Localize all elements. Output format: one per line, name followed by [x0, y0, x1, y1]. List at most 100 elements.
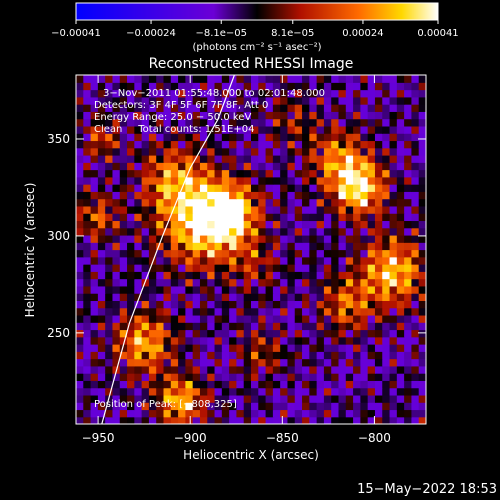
heatmap-cell	[411, 75, 420, 83]
heatmap-cell	[214, 125, 223, 134]
heatmap-cell	[316, 278, 325, 287]
heatmap-cell	[97, 213, 106, 222]
heatmap-cell	[76, 373, 84, 381]
y-tick-label: 250	[47, 326, 70, 340]
heatmap-cell	[265, 75, 274, 83]
heatmap-cell	[382, 118, 391, 127]
heatmap-cell	[156, 394, 165, 403]
heatmap-cell	[302, 314, 310, 323]
colorbar-gradient	[75, 2, 439, 21]
heatmap-cell	[251, 300, 259, 309]
heatmap-cell	[345, 344, 354, 352]
heatmap-cell	[112, 162, 121, 171]
heatmap-cell	[83, 220, 92, 229]
heatmap-cell	[353, 227, 361, 236]
heatmap-cell	[331, 365, 340, 374]
heatmap-cell	[90, 140, 99, 149]
heatmap-cell	[192, 82, 201, 91]
heatmap-cell	[265, 154, 274, 163]
heatmap-cell	[97, 162, 106, 171]
heatmap-cell	[389, 387, 398, 396]
heatmap-cell	[302, 365, 310, 374]
heatmap-cell	[243, 162, 252, 171]
heatmap-cell	[331, 147, 340, 156]
heatmap-cell	[265, 394, 274, 403]
heatmap-cell	[360, 387, 369, 396]
heatmap-cell	[360, 264, 369, 272]
heatmap-cell	[367, 104, 376, 112]
heatmap-cell	[396, 256, 405, 265]
heatmap-cell	[323, 118, 332, 127]
heatmap-cell	[331, 242, 340, 251]
heatmap-cell	[185, 329, 194, 338]
heatmap-cell	[156, 147, 165, 156]
heatmap-cell	[199, 271, 208, 280]
heatmap-cell	[156, 351, 165, 360]
heatmap-cell	[345, 147, 354, 156]
heatmap-cell	[404, 227, 413, 236]
heatmap-cell	[156, 220, 165, 229]
heatmap-cell	[360, 198, 369, 207]
heatmap-cell	[367, 75, 376, 83]
heatmap-cell	[105, 89, 114, 98]
heatmap-cell	[323, 75, 332, 83]
heatmap-cell	[221, 169, 230, 178]
heatmap-cell	[214, 162, 223, 171]
heatmap-cell	[141, 234, 150, 243]
heatmap-cell	[207, 249, 216, 258]
heatmap-cell	[192, 213, 201, 222]
heatmap-cell	[345, 242, 354, 251]
heatmap-cell	[309, 111, 318, 120]
heatmap-cell	[229, 176, 238, 185]
heatmap-cell	[302, 184, 310, 192]
heatmap-cell	[353, 271, 361, 280]
heatmap-cell	[345, 169, 354, 178]
heatmap-cell	[76, 264, 84, 272]
heatmap-cell	[309, 205, 318, 214]
heatmap-cell	[97, 227, 106, 236]
heatmap-cell	[170, 140, 179, 149]
heatmap-cell	[192, 154, 201, 163]
heatmap-cell	[214, 118, 223, 127]
heatmap-cell	[258, 329, 267, 338]
heatmap-cell	[331, 416, 340, 424]
heatmap-cell	[221, 387, 230, 396]
heatmap-cell	[302, 394, 310, 403]
heatmap-cell	[178, 271, 186, 280]
heatmap-cell	[389, 184, 398, 192]
heatmap-cell	[272, 140, 281, 149]
heatmap-cell	[323, 344, 332, 352]
heatmap-cell	[272, 118, 281, 127]
footer-date: 15−May−2022 18:53	[357, 482, 497, 497]
heatmap-cell	[170, 205, 179, 214]
heatmap-cell	[127, 184, 135, 192]
heatmap-cell	[229, 184, 238, 192]
heatmap-cell	[265, 140, 274, 149]
heatmap-cell	[302, 82, 310, 91]
heatmap-cell	[353, 205, 361, 214]
heatmap-cell	[316, 380, 325, 389]
heatmap-cell	[280, 394, 289, 403]
heatmap-cell	[207, 380, 216, 389]
heatmap-cell	[112, 416, 121, 424]
heatmap-cell	[382, 278, 391, 287]
heatmap-cell	[272, 278, 281, 287]
heatmap-cell	[251, 402, 259, 411]
heatmap-cell	[396, 249, 405, 258]
heatmap-cell	[280, 162, 289, 171]
heatmap-cell	[309, 300, 318, 309]
heatmap-cell	[97, 154, 106, 163]
heatmap-cell	[251, 387, 259, 396]
heatmap-cell	[163, 293, 172, 301]
heatmap-cell	[382, 387, 391, 396]
heatmap-cell	[97, 293, 106, 301]
heatmap-cell	[236, 264, 245, 272]
heatmap-cell	[141, 213, 150, 222]
heatmap-cell	[192, 227, 201, 236]
heatmap-cell	[105, 358, 114, 367]
heatmap-cell	[331, 307, 340, 316]
heatmap-cell	[156, 307, 165, 316]
heatmap-cell	[236, 234, 245, 243]
heatmap-cell	[119, 162, 128, 171]
